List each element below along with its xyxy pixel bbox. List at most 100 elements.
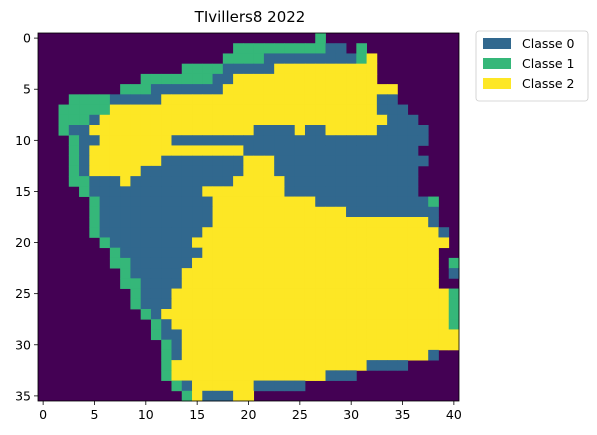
heatmap-cell-class-0 (171, 237, 183, 249)
heatmap-cell-class-2 (171, 288, 183, 300)
heatmap-cell-class-2 (284, 329, 296, 341)
heatmap-cell-class-2 (161, 104, 172, 116)
heatmap-cell-class-1 (161, 73, 172, 85)
heatmap-cell-class-2 (366, 94, 378, 105)
heatmap-cell-class-2 (150, 104, 162, 116)
heatmap-cell-class-2 (284, 94, 296, 105)
heatmap-cell-class-2 (192, 309, 203, 320)
heatmap-cell-class-0 (346, 176, 357, 187)
heatmap-cell-class-2 (274, 237, 285, 249)
heatmap-cell-class-0 (304, 145, 316, 157)
heatmap-cell-class-2 (346, 298, 357, 310)
heatmap-cell-class-2 (99, 114, 111, 126)
heatmap-cell-class-2 (253, 298, 265, 310)
heatmap-cell-class-2 (325, 125, 337, 136)
heatmap-cell-class-2 (304, 237, 316, 249)
heatmap-cell-class-0 (253, 135, 265, 146)
heatmap-cell-class-2 (253, 278, 265, 289)
heatmap-cell-class-2 (376, 84, 388, 95)
heatmap-cell-class-0 (89, 114, 101, 126)
heatmap-cell-class-2 (274, 339, 285, 351)
heatmap-cell-class-2 (407, 268, 419, 279)
heatmap-cell-class-2 (243, 94, 255, 105)
heatmap-cell-class-2 (417, 298, 429, 310)
heatmap-cell-class-2 (376, 288, 388, 300)
y-tick-label: 0 (23, 31, 31, 46)
heatmap-cell-class-0 (79, 155, 90, 167)
heatmap-cell-class-2 (233, 125, 244, 136)
heatmap-cell-class-2 (407, 319, 419, 330)
heatmap-cell-class-2 (243, 298, 255, 310)
heatmap-cell-class-2 (366, 278, 378, 289)
heatmap-cell-class-0 (192, 186, 203, 197)
heatmap-cell-class-2 (284, 227, 296, 238)
heatmap-cell-class-2 (366, 298, 378, 310)
heatmap-cell-class-0 (397, 176, 409, 187)
heatmap-cell-class-2 (315, 268, 326, 279)
x-tick-label: 20 (241, 407, 257, 422)
heatmap-cell-class-2 (438, 319, 450, 330)
heatmap-cell-class-2 (284, 360, 296, 371)
heatmap-cell-class-2 (253, 104, 265, 116)
heatmap-cell-class-2 (325, 237, 337, 249)
heatmap-cell-class-2 (253, 339, 265, 351)
heatmap-cell-class-0 (284, 53, 296, 65)
heatmap-cell-class-0 (140, 247, 152, 259)
heatmap-cell-class-2 (274, 104, 285, 116)
heatmap-cell-class-2 (315, 298, 326, 310)
heatmap-cell-class-2 (304, 268, 316, 279)
heatmap-cell-class-2 (346, 329, 357, 341)
heatmap-cell-class-2 (294, 319, 306, 330)
heatmap-cell-class-2 (387, 84, 398, 95)
heatmap-cell-class-2 (356, 309, 367, 320)
heatmap-cell-class-2 (294, 298, 306, 310)
heatmap-cell-class-2 (346, 84, 357, 95)
heatmap-cell-class-0 (130, 268, 142, 279)
heatmap-cell-class-2 (274, 176, 285, 187)
heatmap-cell-class-1 (99, 237, 111, 249)
heatmap-cell-class-2 (120, 135, 131, 146)
heatmap-cell-class-2 (89, 155, 101, 167)
heatmap-cell-class-0 (233, 135, 244, 146)
heatmap-cell-class-0 (99, 186, 111, 197)
heatmap-cell-class-2 (222, 84, 234, 95)
heatmap-cell-class-2 (284, 298, 296, 310)
heatmap-cell-class-2 (366, 84, 378, 95)
heatmap-cell-class-2 (233, 104, 244, 116)
heatmap-cell-class-0 (161, 206, 172, 218)
heatmap-cell-class-2 (304, 278, 316, 289)
heatmap-cell-class-2 (376, 217, 388, 228)
heatmap-cell-class-0 (253, 125, 265, 136)
heatmap-cell-class-0 (171, 186, 183, 197)
heatmap-cell-class-2 (253, 176, 265, 187)
heatmap-cell-class-2 (202, 104, 213, 116)
heatmap-cell-class-2 (243, 237, 255, 249)
heatmap-cell-class-2 (233, 94, 244, 105)
heatmap-cell-class-2 (263, 370, 275, 381)
heatmap-cell-class-0 (181, 227, 193, 238)
heatmap-cell-class-2 (274, 227, 285, 238)
heatmap-cell-class-0 (171, 278, 183, 289)
heatmap-cell-class-0 (346, 155, 357, 167)
heatmap-cell-class-0 (346, 370, 357, 381)
heatmap-cell-class-2 (192, 339, 203, 351)
heatmap-cell-class-0 (346, 196, 357, 208)
heatmap-cell-class-2 (233, 370, 244, 381)
heatmap-cell-class-2 (161, 145, 172, 157)
heatmap-cell-class-0 (263, 145, 275, 157)
heatmap-cell-class-2 (150, 114, 162, 126)
heatmap-cell-class-2 (243, 84, 255, 95)
heatmap-cell-class-2 (366, 104, 378, 116)
heatmap-cell-class-2 (233, 319, 244, 330)
heatmap-cell-class-2 (376, 114, 388, 126)
heatmap-cell-class-1 (150, 73, 162, 85)
heatmap-cell-class-1 (79, 176, 90, 187)
heatmap-cell-class-0 (387, 125, 398, 136)
heatmap-cell-class-0 (212, 155, 224, 167)
heatmap-cell-class-0 (181, 257, 193, 269)
heatmap-cell-class-2 (253, 227, 265, 238)
heatmap-cell-class-0 (212, 176, 224, 187)
heatmap-cell-class-0 (407, 155, 419, 167)
heatmap-cell-class-2 (222, 349, 234, 361)
heatmap-cell-class-2 (243, 339, 255, 351)
